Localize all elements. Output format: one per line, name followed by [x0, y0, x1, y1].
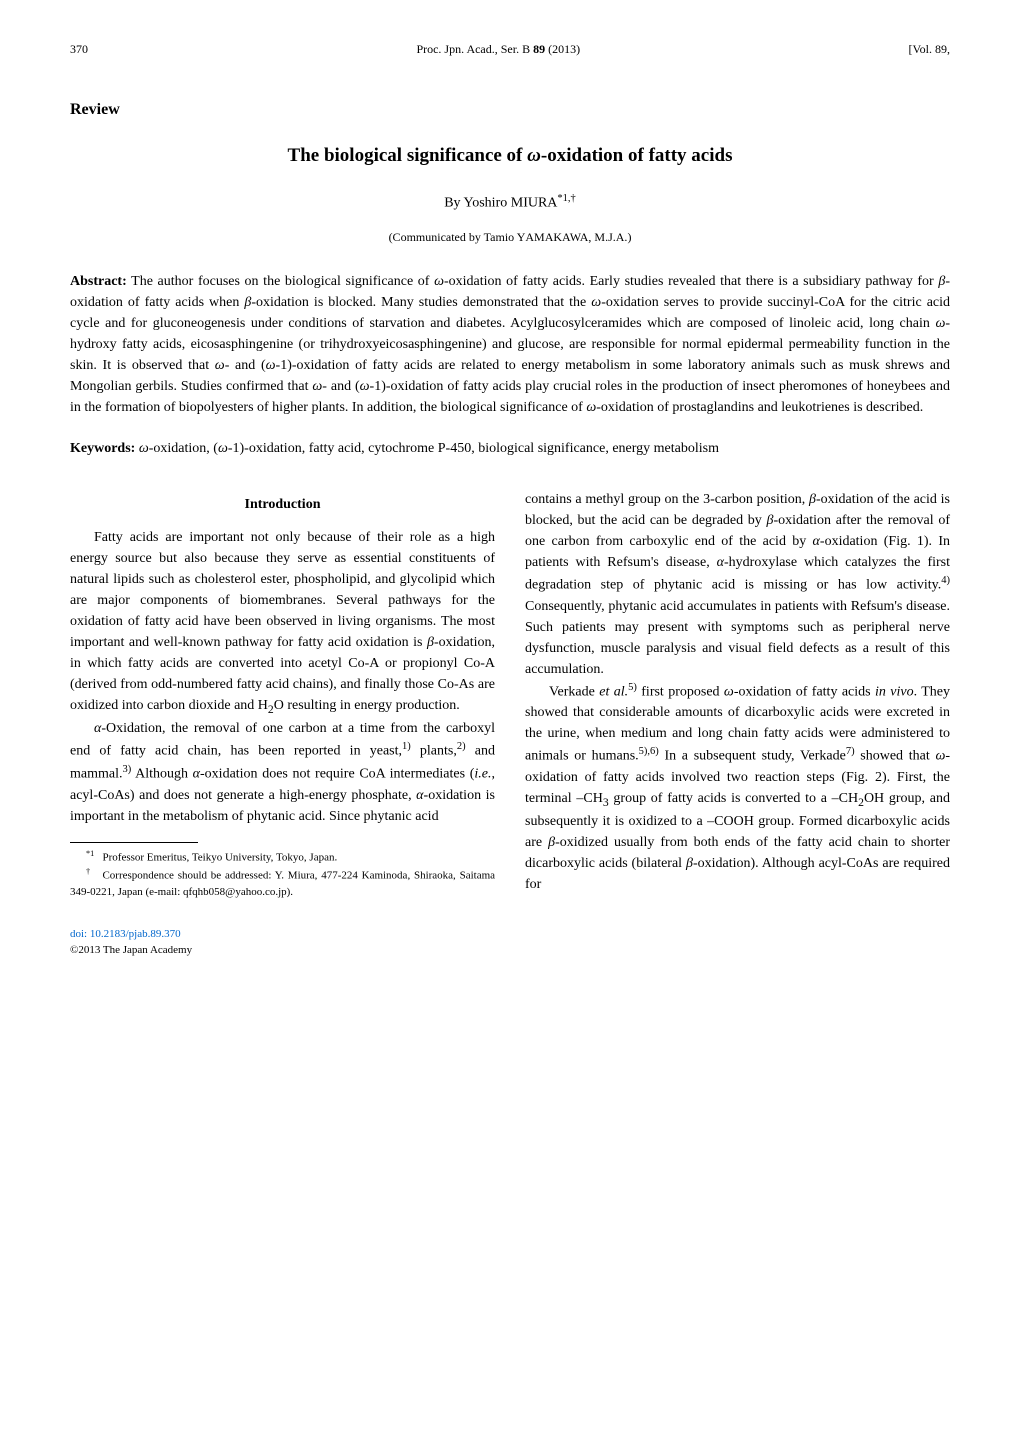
page-header: 370 Proc. Jpn. Acad., Ser. B 89 (2013) [… — [70, 40, 950, 58]
footnote-2: † Correspondence should be addressed: Y.… — [70, 866, 495, 901]
article-title: The biological significance of ω-oxidati… — [70, 142, 950, 171]
doi-link[interactable]: doi: 10.2183/pjab.89.370 — [70, 928, 181, 940]
journal-info: Proc. Jpn. Acad., Ser. B 89 (2013) — [416, 40, 580, 58]
page-number: 370 — [70, 40, 88, 58]
copyright: ©2013 The Japan Academy — [70, 944, 192, 956]
footnote-separator — [70, 842, 198, 843]
abstract-text: The author focuses on the biological sig… — [70, 274, 950, 415]
left-column: Introduction Fatty acids are important n… — [70, 489, 495, 958]
abstract-label: Abstract: — [70, 274, 127, 289]
communicated-by: (Communicated by Tamio YAMAKAWA, M.J.A.) — [70, 228, 950, 246]
right-column: contains a methyl group on the 3-carbon … — [525, 489, 950, 958]
volume-info: [Vol. 89, — [909, 40, 950, 58]
abstract-section: Abstract: The author focuses on the biol… — [70, 271, 950, 418]
footnote-1: *1 Professor Emeritus, Teikyo University… — [70, 848, 495, 866]
keywords-section: Keywords: ω-oxidation, (ω-1)-oxidation, … — [70, 438, 950, 459]
author-name: By Yoshiro MIURA*1,† — [70, 191, 950, 214]
keywords-text: ω-oxidation, (ω-1)-oxidation, fatty acid… — [139, 441, 719, 456]
keywords-label: Keywords: — [70, 441, 135, 456]
introduction-heading: Introduction — [70, 494, 495, 515]
intro-paragraph-2: α-Oxidation, the removal of one carbon a… — [70, 718, 495, 826]
body-columns: Introduction Fatty acids are important n… — [70, 489, 950, 958]
doi-section: doi: 10.2183/pjab.89.370 ©2013 The Japan… — [70, 926, 495, 959]
right-paragraph-2: Verkade et al.5) first proposed ω-oxidat… — [525, 680, 950, 896]
right-paragraph-1: contains a methyl group on the 3-carbon … — [525, 489, 950, 680]
intro-paragraph-1: Fatty acids are important not only becau… — [70, 527, 495, 718]
review-label: Review — [70, 98, 950, 122]
